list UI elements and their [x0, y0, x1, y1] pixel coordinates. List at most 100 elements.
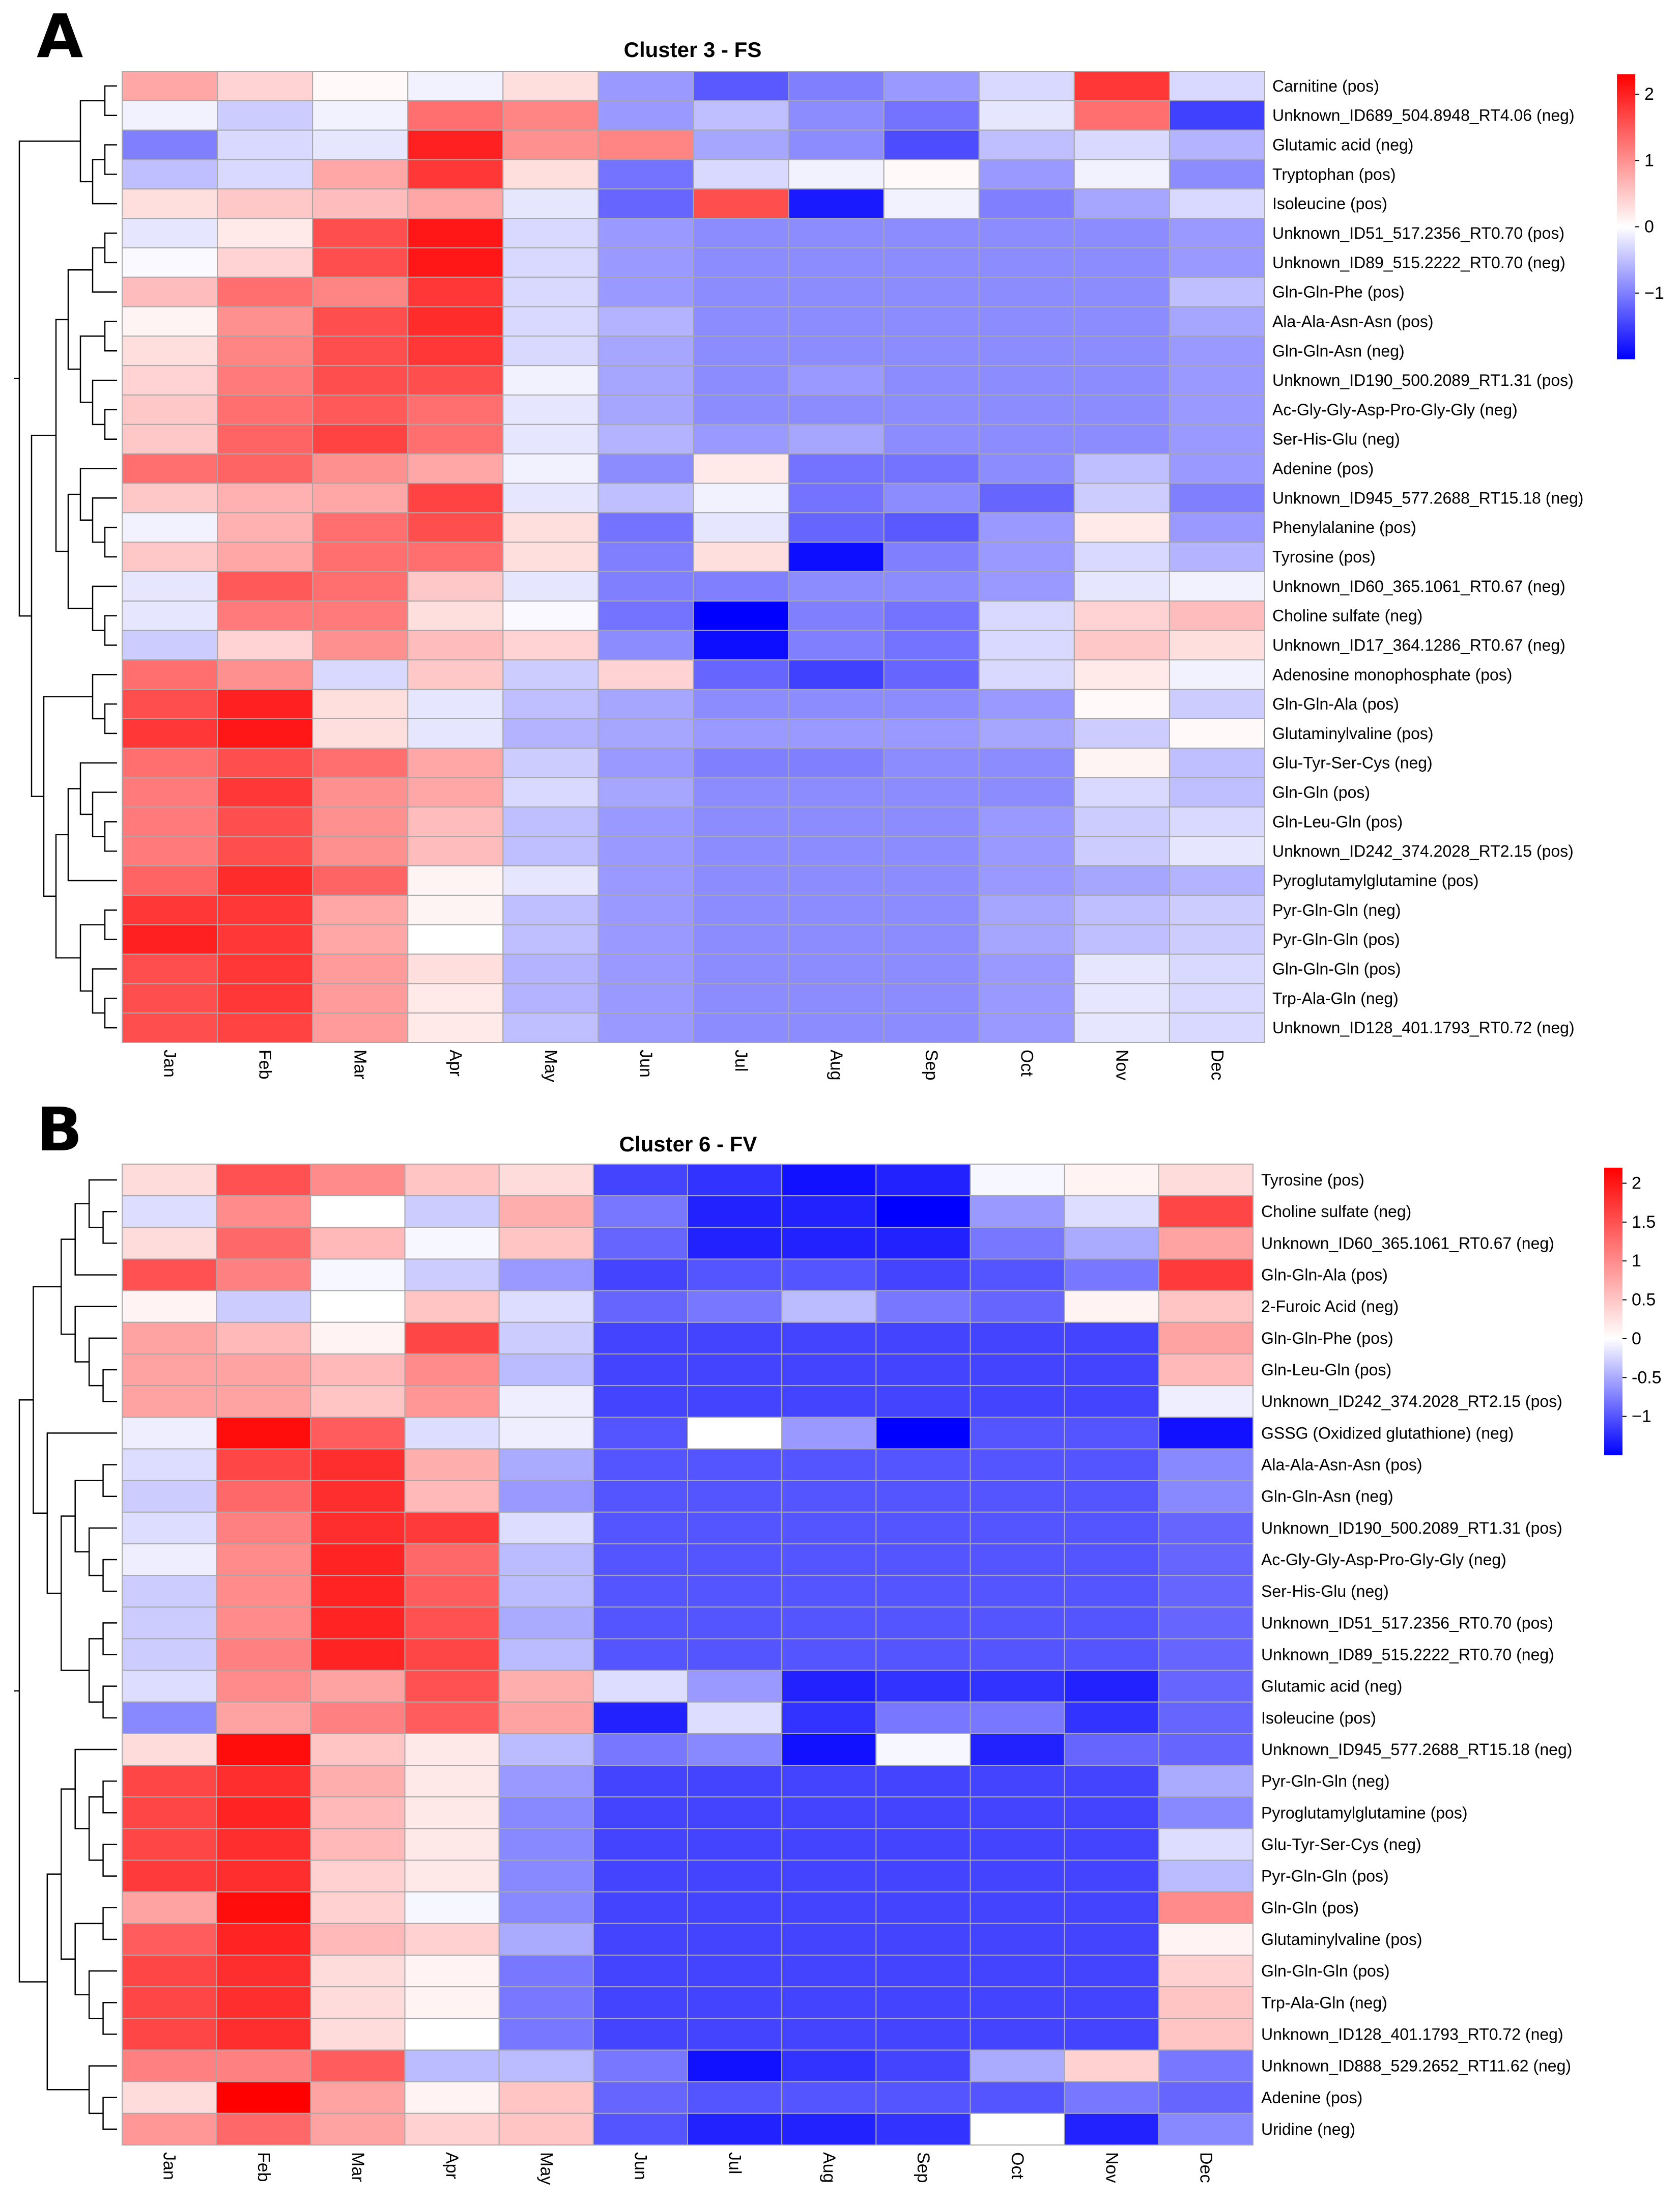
- row-label: Gln-Gln (pos): [1272, 783, 1370, 802]
- heatmap-cell: [788, 747, 885, 778]
- heatmap-cell: [1169, 659, 1265, 690]
- heatmap-cell: [687, 1480, 783, 1513]
- heatmap-cell: [1064, 1796, 1159, 1829]
- heatmap-cell: [875, 1227, 971, 1260]
- row-label: Unknown_ID128_401.1793_RT0.72 (neg): [1272, 1019, 1575, 1037]
- heatmap-cell: [978, 276, 1075, 307]
- heatmap-cell: [875, 1511, 971, 1544]
- dendrogram-branch: [104, 615, 117, 646]
- column-label: Jan: [160, 1050, 180, 1078]
- heatmap-cell: [404, 1164, 500, 1197]
- heatmap-cell: [687, 1859, 783, 1893]
- row-label: Trp-Ala-Gln (neg): [1272, 989, 1399, 1007]
- heatmap-cell: [592, 1353, 688, 1387]
- heatmap-cell: [498, 1290, 594, 1323]
- heatmap-cell: [407, 865, 504, 896]
- heatmap-cell: [978, 953, 1075, 984]
- heatmap-cell: [122, 953, 218, 984]
- heatmap-cell: [217, 718, 314, 749]
- heatmap-cell: [592, 1828, 688, 1861]
- heatmap-cell: [1158, 2081, 1254, 2114]
- heatmap-cell: [883, 129, 980, 160]
- column-label: Mar: [351, 1050, 370, 1080]
- heatmap-cell: [592, 1511, 688, 1544]
- heatmap-cell: [875, 1480, 971, 1513]
- heatmap-cell: [122, 188, 218, 219]
- heatmap-cell: [217, 689, 314, 720]
- heatmap-cell: [693, 453, 789, 484]
- heatmap-cell: [1064, 1638, 1159, 1671]
- heatmap-cell: [875, 1955, 971, 1988]
- heatmap-cell: [312, 689, 409, 720]
- dendrogram-branch: [104, 144, 117, 175]
- heatmap-cell: [781, 1417, 877, 1450]
- dendrogram-branch: [104, 85, 117, 116]
- column-label: Nov: [1102, 2152, 1121, 2183]
- heatmap-cell: [217, 71, 314, 101]
- heatmap-cell: [310, 1417, 406, 1450]
- heatmap-cell: [407, 276, 504, 307]
- heatmap-cell: [693, 718, 789, 749]
- heatmap-cell: [404, 1417, 500, 1450]
- dendrogram-branch: [88, 1179, 117, 1228]
- heatmap-cell: [407, 747, 504, 778]
- heatmap-cell: [502, 600, 599, 631]
- dendrogram-branch: [102, 1559, 117, 1592]
- heatmap-cell: [597, 100, 694, 131]
- row-label: Unknown_ID89_515.2222_RT0.70 (neg): [1272, 253, 1565, 272]
- heatmap-cell: [502, 365, 599, 396]
- heatmap-cell: [978, 865, 1075, 896]
- heatmap-cell: [217, 806, 314, 837]
- heatmap-cell: [592, 1385, 688, 1418]
- dendrogram-branch: [102, 1210, 117, 1244]
- heatmap-cell: [1064, 1923, 1159, 1956]
- row-label: Glu-Tyr-Ser-Cys (neg): [1261, 1835, 1421, 1853]
- legend-tick-label: 0.5: [1632, 1290, 1656, 1310]
- heatmap-cell: [310, 1765, 406, 1798]
- heatmap-cell: [1064, 1733, 1159, 1766]
- heatmap-cell: [310, 2081, 406, 2114]
- heatmap-cell: [1169, 865, 1265, 896]
- row-label: Gln-Gln-Ala (pos): [1261, 1266, 1388, 1284]
- heatmap-cell: [498, 1543, 594, 1576]
- heatmap-cell: [1169, 335, 1265, 366]
- heatmap-cell: [502, 924, 599, 955]
- row-label: Unknown_ID128_401.1793_RT0.72 (neg): [1261, 2025, 1563, 2043]
- column-label: Apr: [446, 1050, 465, 1077]
- heatmap-cell: [404, 1670, 500, 1703]
- heatmap-cell: [1169, 159, 1265, 190]
- heatmap-cell: [502, 777, 599, 808]
- heatmap-cell: [781, 1385, 877, 1418]
- heatmap-cell: [122, 836, 218, 867]
- heatmap-cell: [312, 571, 409, 602]
- heatmap-cell: [407, 394, 504, 425]
- heatmap-cell: [781, 1701, 877, 1734]
- heatmap-cell: [693, 247, 789, 278]
- heatmap-cell: [597, 306, 694, 337]
- heatmap-cell: [781, 1670, 877, 1703]
- heatmap-cell: [122, 129, 218, 160]
- heatmap-cell: [883, 483, 980, 514]
- dendrogram-branch: [18, 140, 80, 617]
- heatmap-cell: [216, 1733, 311, 1766]
- heatmap-cell: [312, 806, 409, 837]
- heatmap-cell: [687, 2112, 783, 2145]
- heatmap-cell: [883, 953, 980, 984]
- heatmap-cell: [970, 1543, 1065, 1576]
- heatmap-cell: [883, 747, 980, 778]
- row-label: Gln-Leu-Gln (pos): [1272, 812, 1403, 831]
- heatmap-cell: [687, 1955, 783, 1988]
- heatmap-cell: [781, 1986, 877, 2019]
- heatmap-cell: [693, 306, 789, 337]
- heatmap-cell: [788, 453, 885, 484]
- heatmap-cell: [404, 1891, 500, 1924]
- heatmap-cell: [502, 689, 599, 720]
- dendrogram-branch: [104, 998, 117, 1029]
- heatmap-cell: [217, 483, 314, 514]
- heatmap-cell: [1158, 2018, 1254, 2051]
- heatmap-cell: [970, 1258, 1065, 1291]
- heatmap-cell: [216, 1575, 311, 1608]
- heatmap-cell: [781, 1796, 877, 1829]
- heatmap-cell: [216, 1923, 311, 1956]
- dendrogram-branch: [74, 1306, 117, 1363]
